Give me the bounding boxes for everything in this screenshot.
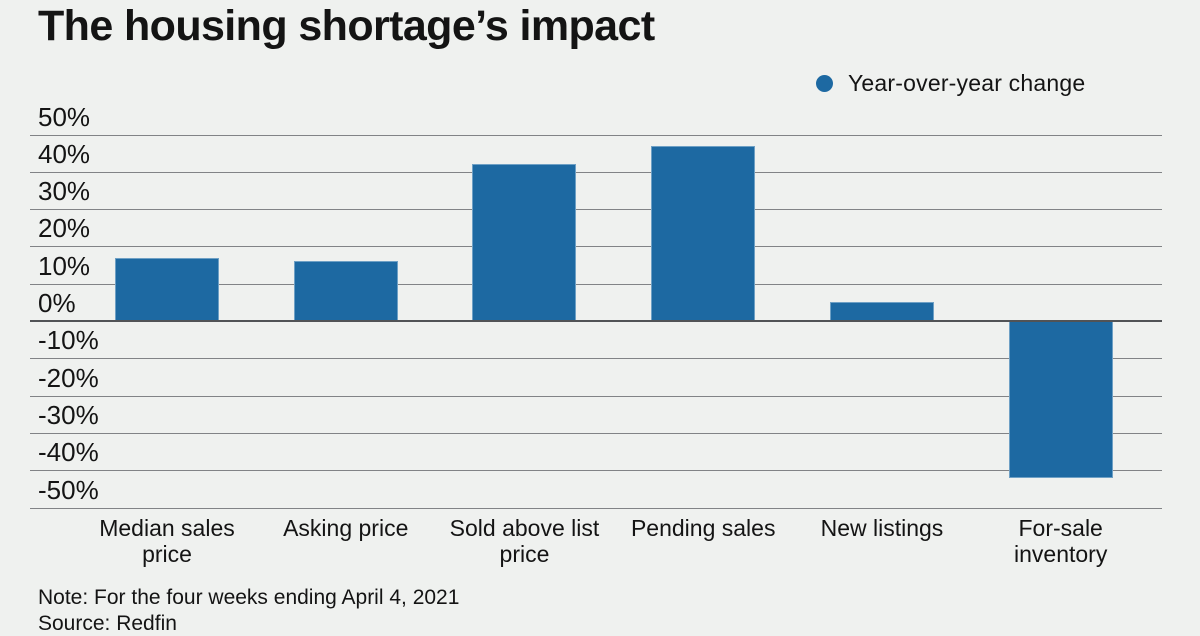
gridline	[30, 358, 1162, 360]
bar-pending-sales	[651, 145, 756, 321]
gridline	[30, 283, 1162, 285]
bar-asking-price	[293, 261, 398, 321]
bar-sold-above-list-price	[472, 164, 577, 321]
category-label-new-listings: New listings	[820, 515, 944, 541]
y-axis-tick-label: -20%	[38, 362, 99, 393]
y-axis-tick-label: 0%	[38, 288, 76, 318]
y-axis-tick-label: -50%	[38, 474, 99, 505]
category-label-asking-price: Asking price	[283, 515, 409, 541]
bar-new-listings	[829, 302, 934, 321]
gridline	[30, 507, 1162, 509]
bar-median-sales-price	[115, 257, 219, 321]
gridline	[30, 209, 1162, 211]
gridline	[30, 246, 1162, 248]
chart-source: Source: Redfin	[38, 612, 177, 635]
y-axis-tick-label: -40%	[38, 437, 99, 468]
gridline	[30, 171, 1162, 173]
chart-legend: Year-over-year change	[816, 70, 1085, 97]
y-axis-tick-label: -10%	[38, 325, 99, 356]
y-axis-tick-label: 30%	[38, 176, 91, 207]
y-axis-tick-label: 10%	[38, 250, 91, 281]
y-axis-tick-label: 20%	[38, 213, 91, 244]
legend-label: Year-over-year change	[848, 70, 1086, 96]
y-axis-tick-label: -30%	[38, 399, 99, 430]
category-label-sold-above-list-price: Sold above list price	[449, 515, 600, 567]
y-axis-tick-label: 40%	[38, 138, 91, 169]
legend-dot-icon	[816, 75, 833, 92]
zero-gridline	[30, 320, 1162, 322]
chart-note: Note: For the four weeks ending April 4,…	[38, 586, 460, 609]
gridline	[30, 470, 1162, 472]
gridline	[30, 395, 1162, 397]
gridline	[30, 134, 1162, 136]
category-label-median-sales-price: Median sales price	[99, 515, 235, 567]
category-label-for-sale-inventory: For-sale inventory	[1014, 515, 1108, 567]
chart-title: The housing shortage’s impact	[38, 2, 655, 50]
bar-for-sale-inventory	[1008, 321, 1113, 478]
category-label-pending-sales: Pending sales	[630, 515, 776, 541]
y-axis-tick-label: 50%	[38, 101, 91, 132]
gridline	[30, 432, 1162, 434]
